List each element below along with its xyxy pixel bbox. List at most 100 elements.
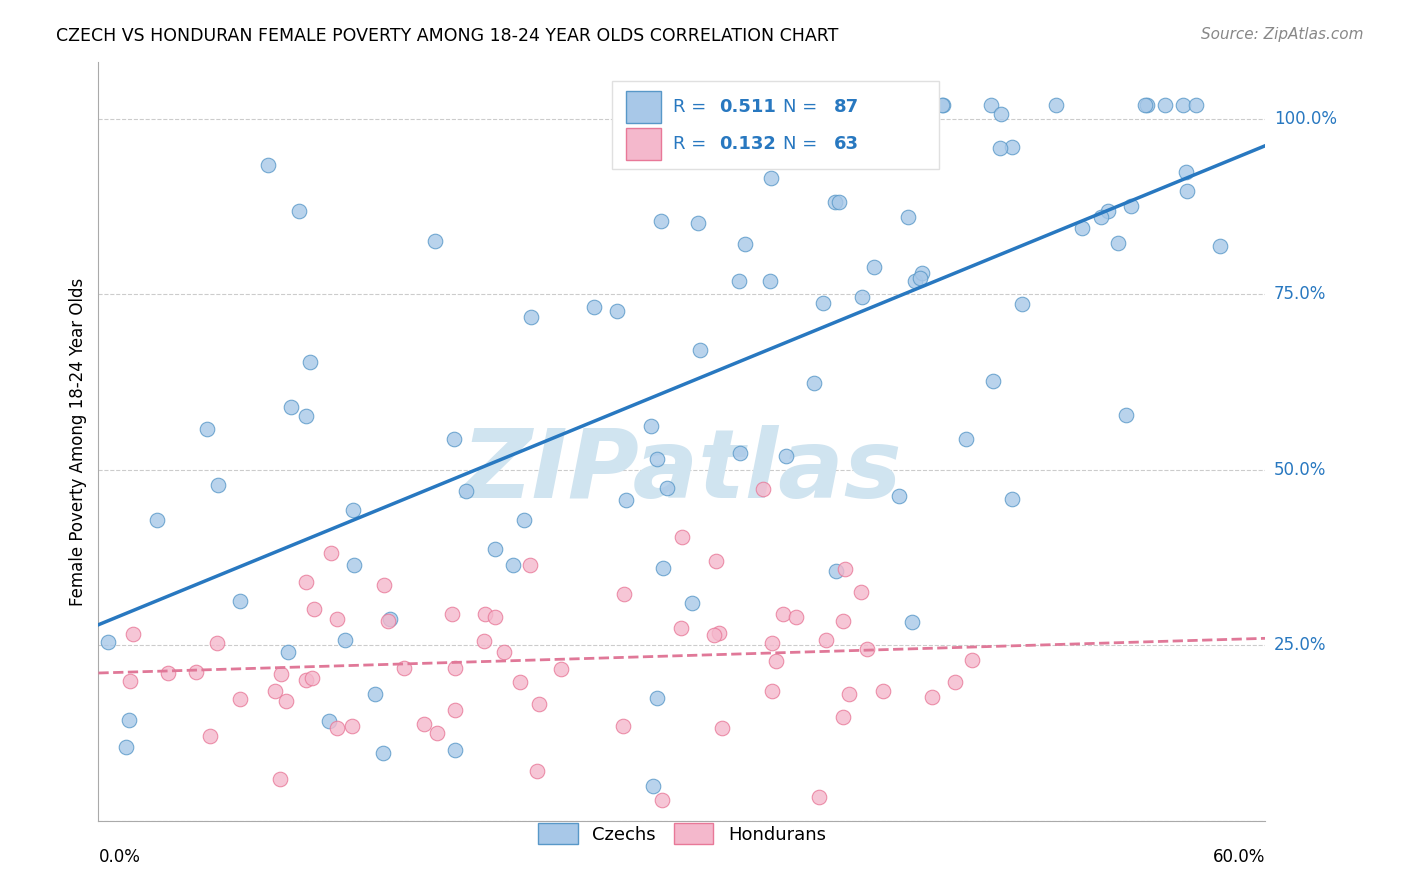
Point	[831, 710, 853, 724]
Point	[474, 607, 496, 621]
Point	[426, 726, 449, 740]
Point	[229, 594, 252, 608]
Point	[838, 687, 860, 701]
Point	[526, 764, 548, 778]
Point	[364, 687, 387, 701]
Point	[335, 632, 357, 647]
Point	[472, 633, 495, 648]
Point	[669, 621, 692, 635]
Point	[980, 97, 1002, 112]
Point	[990, 141, 1012, 155]
Point	[207, 478, 229, 492]
Point	[1090, 210, 1112, 224]
Point	[616, 493, 638, 508]
Point	[319, 546, 342, 560]
Text: R =: R =	[672, 98, 711, 116]
Point	[1001, 140, 1024, 154]
Text: 60.0%: 60.0%	[1213, 848, 1265, 866]
Point	[146, 513, 169, 527]
Point	[824, 564, 846, 578]
Point	[1175, 184, 1198, 198]
Point	[650, 213, 672, 227]
Text: 75.0%: 75.0%	[1274, 285, 1326, 303]
Point	[811, 296, 834, 310]
Point	[1175, 165, 1198, 179]
Point	[761, 636, 783, 650]
Point	[851, 290, 873, 304]
Text: ZIPatlas: ZIPatlas	[461, 425, 903, 518]
Point	[728, 274, 751, 288]
Point	[832, 614, 855, 628]
Point	[184, 665, 207, 679]
Point	[872, 684, 894, 698]
Point	[759, 274, 782, 288]
Point	[120, 674, 142, 689]
Point	[413, 716, 436, 731]
Point	[856, 642, 879, 657]
Point	[97, 635, 120, 649]
Point	[1011, 296, 1033, 310]
Point	[443, 433, 465, 447]
Point	[484, 542, 506, 557]
Text: 25.0%: 25.0%	[1274, 636, 1326, 654]
Text: N =: N =	[783, 136, 824, 153]
Point	[550, 662, 572, 676]
Y-axis label: Female Poverty Among 18-24 Year Olds: Female Poverty Among 18-24 Year Olds	[69, 277, 87, 606]
Point	[444, 742, 467, 756]
Point	[775, 449, 797, 463]
Point	[527, 698, 550, 712]
Point	[118, 714, 141, 728]
Point	[645, 690, 668, 705]
Point	[803, 376, 825, 391]
Point	[651, 560, 673, 574]
Legend: Czechs, Hondurans: Czechs, Hondurans	[529, 814, 835, 854]
Point	[264, 684, 287, 698]
Point	[484, 609, 506, 624]
Point	[513, 513, 536, 527]
Point	[377, 614, 399, 628]
Point	[454, 483, 477, 498]
Point	[703, 628, 725, 642]
Point	[1154, 97, 1177, 112]
Point	[440, 607, 463, 622]
Point	[318, 714, 340, 728]
Point	[759, 171, 782, 186]
Point	[1209, 239, 1232, 253]
Point	[893, 97, 915, 112]
Text: 0.511: 0.511	[720, 98, 776, 116]
Point	[301, 671, 323, 685]
Point	[689, 343, 711, 357]
Point	[1136, 97, 1159, 112]
Point	[709, 625, 731, 640]
Text: 100.0%: 100.0%	[1274, 110, 1337, 128]
Point	[834, 562, 856, 576]
Point	[280, 400, 302, 414]
Point	[960, 653, 983, 667]
Point	[519, 558, 541, 572]
Text: CZECH VS HONDURAN FEMALE POVERTY AMONG 18-24 YEAR OLDS CORRELATION CHART: CZECH VS HONDURAN FEMALE POVERTY AMONG 1…	[56, 27, 838, 45]
Point	[342, 503, 364, 517]
Point	[302, 602, 325, 616]
Point	[887, 489, 910, 503]
Point	[299, 354, 322, 368]
FancyBboxPatch shape	[626, 128, 661, 161]
Point	[1071, 221, 1094, 235]
Point	[932, 97, 955, 112]
Point	[785, 610, 807, 624]
Point	[1107, 236, 1129, 251]
Text: 0.132: 0.132	[720, 136, 776, 153]
Point	[343, 558, 366, 573]
Point	[910, 266, 932, 280]
Point	[200, 729, 222, 743]
Point	[640, 418, 662, 433]
Point	[921, 690, 943, 704]
Point	[1185, 97, 1208, 112]
Point	[943, 675, 966, 690]
Text: R =: R =	[672, 136, 711, 153]
Point	[269, 772, 291, 786]
Point	[502, 558, 524, 572]
Point	[908, 271, 931, 285]
Point	[277, 645, 299, 659]
Point	[207, 636, 229, 650]
Point	[645, 452, 668, 467]
